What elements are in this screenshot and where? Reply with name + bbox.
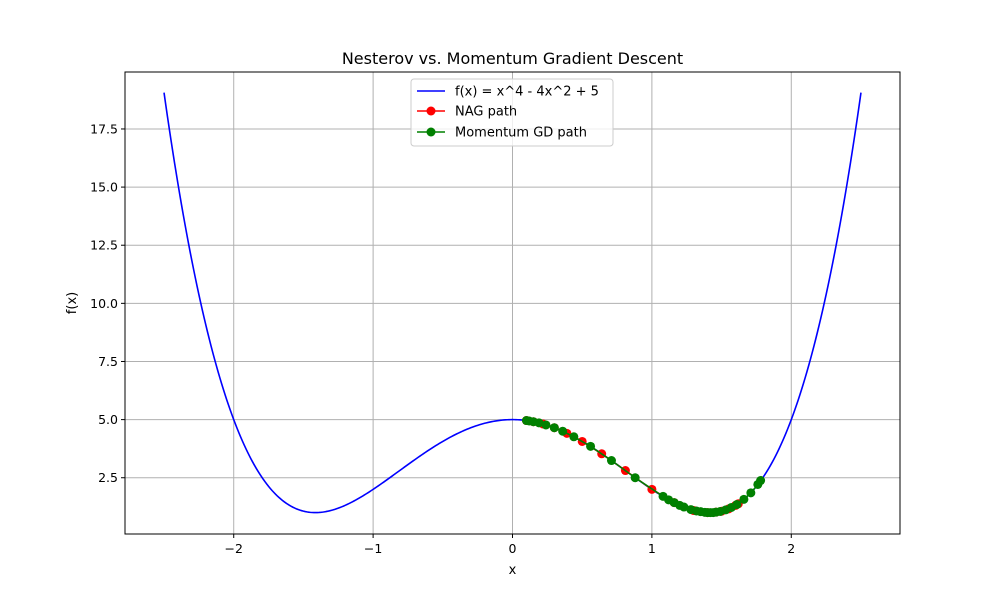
momentum-path-point <box>746 488 756 498</box>
momentum-path-point <box>534 418 544 428</box>
momentum-path-point <box>739 494 749 504</box>
momentum-path-point <box>606 456 616 466</box>
momentum-path-point <box>756 476 766 486</box>
momentum-path-point <box>630 473 640 483</box>
y-tick-label: 17.5 <box>90 121 118 136</box>
y-tick-label: 2.5 <box>98 470 118 485</box>
legend-label-nag: NAG path <box>455 105 517 120</box>
momentum-path-point <box>541 420 551 430</box>
x-axis-label: x <box>509 563 517 578</box>
legend-marker-nag <box>426 106 436 116</box>
momentum-path-point <box>679 502 689 512</box>
legend-marker-momentum <box>426 127 436 137</box>
momentum-path-point <box>586 441 596 451</box>
chart-title: Nesterov vs. Momentum Gradient Descent <box>342 49 683 68</box>
x-tick-label: 2 <box>787 541 795 556</box>
x-tick-label: −2 <box>225 541 243 556</box>
momentum-path-point <box>558 426 568 436</box>
legend-label-function: f(x) = x^4 - 4x^2 + 5 <box>455 85 599 100</box>
legend-box <box>410 78 614 147</box>
y-axis-label: f(x) <box>65 292 80 314</box>
ticks-layer: −2 −1 0 1 2 2.5 5.0 7.5 10.0 12.5 15.0 17.5 <box>90 121 795 556</box>
momentum-path-point <box>732 499 742 509</box>
y-tick-label: 10.0 <box>90 296 118 311</box>
y-tick-label: 12.5 <box>90 238 118 253</box>
y-tick-label: 15.0 <box>90 180 118 195</box>
legend-label-momentum: Momentum GD path <box>455 126 587 141</box>
y-tick-label: 5.0 <box>98 412 118 427</box>
x-tick-label: 1 <box>648 541 656 556</box>
momentum-path-point <box>569 432 579 442</box>
y-tick-label: 7.5 <box>98 354 118 369</box>
momentum-path-point <box>549 423 559 433</box>
grid-layer <box>125 72 900 534</box>
x-tick-label: −1 <box>364 541 382 556</box>
x-tick-label: 0 <box>509 541 517 556</box>
legend: f(x) = x^4 - 4x^2 + 5 NAG path Momentum … <box>410 78 614 147</box>
path-layer <box>521 416 766 518</box>
